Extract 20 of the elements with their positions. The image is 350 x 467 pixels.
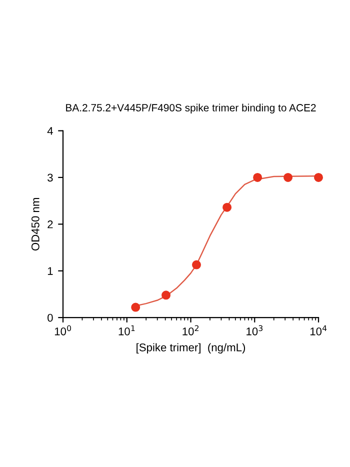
point <box>162 290 171 300</box>
x-axis-title: [Spike trimer] (ng/mL) <box>136 343 246 354</box>
y-tick-label: 1 <box>48 267 53 275</box>
y-tick-label: 3 <box>48 174 53 182</box>
y-axis-title: OD450 nm <box>31 198 40 250</box>
point <box>222 202 232 212</box>
y-tick-label: 4 <box>47 127 53 135</box>
y-tick-label: 2 <box>48 220 53 228</box>
x-tick-label: 10$^{3}$ <box>246 325 263 336</box>
x-tick-label: 10$^{0}$ <box>54 325 72 336</box>
x-tick-label: 10$^{1}$ <box>118 325 135 336</box>
point <box>253 172 262 182</box>
point <box>284 172 293 182</box>
x-tick-label: 10$^{4}$ <box>310 325 327 336</box>
y-tick-label: 0 <box>48 314 53 322</box>
point <box>131 302 140 312</box>
x-tick-label: 10$^{2}$ <box>182 325 198 336</box>
point <box>192 260 201 270</box>
chart-title: BA.2.75.2+V445P/F490S spike trimer binding to ACE2 <box>66 104 316 114</box>
point <box>314 172 323 182</box>
